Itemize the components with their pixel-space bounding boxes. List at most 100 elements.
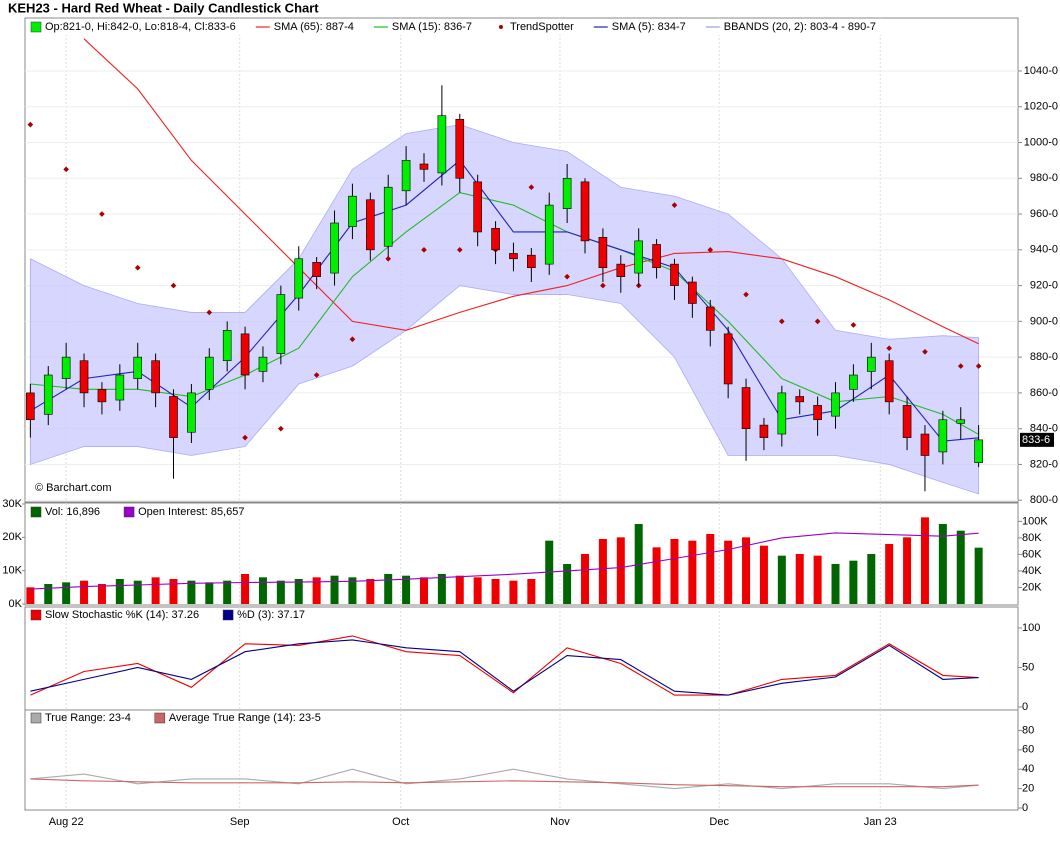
trendspotter-dot [814,318,821,325]
candle-body [562,177,572,209]
candle-body [938,419,948,453]
volume-bar [634,524,643,604]
trendspotter-dot [27,121,34,128]
volume-bar [169,579,178,604]
last-price-box [1020,432,1054,447]
volume-bar [62,582,71,604]
y-tick-label: 920-0 [1030,280,1058,292]
candle-body [26,392,35,421]
candle-body [580,181,590,242]
trendspotter-dot [385,255,392,262]
volume-bar [938,524,947,604]
volume-bar [258,577,267,604]
candle-body [920,433,930,456]
y-tick-label: 0 [1022,802,1028,814]
y-tick-label: 940-0 [1030,244,1058,256]
legend-label: SMA (65): 887-4 [274,21,354,33]
y-tick-label: 20K [2,531,22,543]
y2-tick-label: 60K [1022,548,1042,560]
y-tick-label: 1020-0 [1024,101,1058,113]
volume-bar [956,530,965,604]
candle-body [777,392,787,435]
volume-bar [831,564,840,604]
legend-label: Slow Stochastic %K (14): 37.26 [45,609,199,621]
candle-body [97,389,107,403]
volume-bar [223,580,232,604]
legend-bg [26,19,1017,35]
candle-body [455,118,465,179]
candle-body [169,396,178,438]
legend-label: BBANDS (20, 2): 803-4 - 890-7 [724,21,876,33]
volume-bar [366,579,375,604]
x-tick-label: Aug 22 [49,816,84,828]
y-tick-label: 1000-0 [1024,136,1058,148]
candle-body [813,405,822,421]
legend-swatch [154,712,166,724]
legend-label: True Range: 23-4 [45,712,131,724]
volume-bar [885,544,894,604]
trendspotter-dot [957,363,964,369]
last-price-label: 833-6 [1022,434,1050,446]
volume-bar [813,555,822,604]
panel-header [26,711,1017,725]
y-tick-label: 50 [1022,661,1034,673]
trendspotter-dot [707,246,714,253]
candle-body [276,294,286,354]
volume-bar [563,564,572,604]
volume-bar [384,574,393,604]
candle-body [437,115,447,174]
candle-body [616,263,626,277]
volume-bar [920,517,929,604]
candle-body [598,237,608,269]
volume-bar [742,537,751,604]
legend-swatch [30,21,42,33]
volume-bar [795,554,804,604]
candle-body [115,374,125,401]
trendspotter-dot [922,348,928,355]
open-interest-line [30,532,979,590]
y-tick-label: 20 [1022,783,1034,795]
candle-body [652,244,661,269]
legend-swatch [30,609,42,621]
x-tick-label: Jan 23 [864,816,897,828]
candle-body [330,222,339,274]
volume-bar [80,580,89,604]
candle-body [741,387,751,429]
volume-bar [276,580,285,604]
legend-label: SMA (5): 834-7 [612,21,686,33]
volume-bar [706,534,715,604]
volume-bar [330,575,339,604]
candle-body [187,392,196,433]
legend-swatch [498,25,503,29]
candle-body [509,253,518,260]
candle-body [348,195,357,227]
candle-body [849,374,858,390]
candle-body [240,333,250,376]
x-tick-label: Oct [392,816,409,828]
trendspotter-dot [564,273,570,280]
candle-body [401,160,411,192]
volume-bar [473,577,482,604]
candle-body [204,356,214,390]
candle-body [544,204,554,265]
candle-body [634,240,643,274]
y-tick-label: 800-0 [1030,494,1058,506]
legend-label: Op:821-0, Hi:842-0, Lo:818-4, Cl:833-6 [45,21,236,33]
trendspotter-dot [206,309,213,316]
trendspotter-dot [528,184,535,191]
volume-bar [419,577,428,604]
candle-body [795,396,805,403]
x-tick-label: Nov [550,816,570,828]
volume-bar [115,579,124,604]
legend-label: SMA (15): 836-7 [392,21,472,33]
trendspotter-dot [778,318,785,325]
y-tick-label: 60 [1022,744,1034,756]
volume-bar [849,560,858,604]
trendspotter-dot [349,336,356,343]
trendspotter-dot [278,425,284,432]
volume-bar [44,584,53,604]
candle-body [902,405,912,438]
candle-body [473,181,482,233]
indicator-line [30,768,979,790]
y-tick-label: 0 [1022,701,1028,713]
